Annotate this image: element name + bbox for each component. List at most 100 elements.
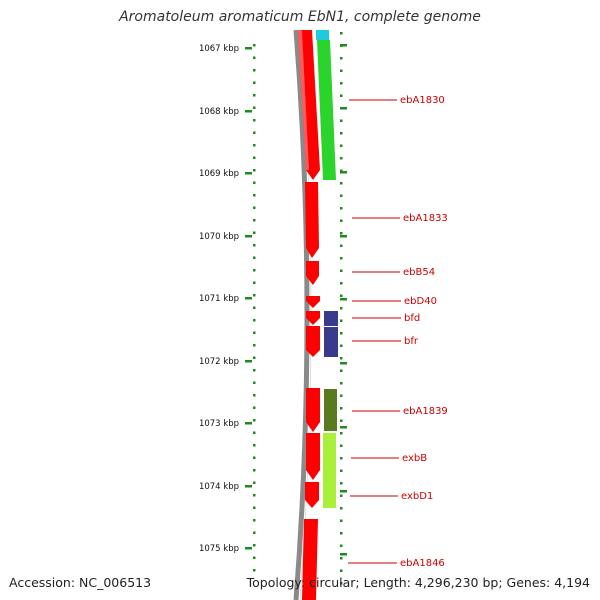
scale-minor-tick: [340, 244, 343, 247]
scale-minor-tick: [253, 306, 256, 309]
genome-summary-text: Topology: circular; Length: 4,296,230 bp…: [246, 575, 590, 590]
scale-minor-tick: [340, 132, 343, 135]
scale-minor-tick: [253, 194, 256, 197]
cds-arrow: [306, 388, 320, 432]
cds-arrow: [306, 326, 320, 357]
scale-minor-tick: [340, 307, 343, 310]
scale-label: 1068 kbp: [199, 107, 239, 117]
scale-major-tick: [340, 362, 347, 365]
scale-minor-tick: [340, 432, 343, 435]
scale-label: 1072 kbp: [199, 357, 239, 367]
scale-major-tick: [245, 422, 252, 425]
scale-minor-tick: [253, 356, 256, 359]
scale-minor-tick: [340, 69, 343, 72]
cds-arrow: [302, 519, 318, 600]
scale-minor-tick: [253, 256, 256, 259]
cds-arrow: [298, 30, 320, 180]
scale-minor-tick: [340, 382, 343, 385]
category-block: [316, 30, 329, 40]
feature-labels: ebA1830 ebA1833 ebB54 ebD40 bfd bfr ebA1839 exb…: [348, 95, 448, 569]
scale-minor-tick: [253, 181, 256, 184]
scale-major-tick: [245, 360, 252, 363]
scale-minor-tick: [340, 482, 343, 485]
scale-major-tick: [245, 297, 252, 300]
feature-label: bfr: [404, 336, 419, 347]
category-block: [324, 327, 338, 357]
cds-arrow-highlight: [298, 30, 309, 170]
scale-minor-tick: [253, 156, 256, 159]
scale-major-tick: [245, 485, 252, 488]
scale-minor-tick: [340, 269, 343, 272]
scale-minor-tick: [340, 457, 343, 460]
cds-arrow: [305, 182, 319, 258]
scale-major-tick: [340, 44, 347, 47]
scale-minor-tick: [340, 32, 343, 35]
scale-minor-tick: [340, 369, 343, 372]
scale-label: 1075 kbp: [199, 544, 239, 554]
scale-minor-tick: [340, 332, 343, 335]
scale-major-tick: [245, 547, 252, 550]
category-block: [317, 40, 336, 180]
scale-minor-tick: [253, 506, 256, 509]
scale-minor-tick: [340, 182, 343, 185]
scale-minor-tick: [253, 294, 256, 297]
scale-minor-tick: [253, 544, 256, 547]
scale-minor-tick: [340, 394, 343, 397]
feature-label: ebA1846: [400, 558, 445, 569]
scale-minor-tick: [253, 481, 256, 484]
scale-minor-tick: [253, 231, 256, 234]
scale-minor-tick: [253, 381, 256, 384]
cds-arrow: [306, 296, 320, 308]
scale-label: 1067 kbp: [199, 44, 239, 54]
scale-major-tick: [245, 47, 252, 50]
scale-minor-tick: [340, 357, 343, 360]
scale-minor-tick: [253, 119, 256, 122]
scale-minor-tick: [340, 469, 343, 472]
scale-minor-tick: [340, 194, 343, 197]
scale-minor-tick: [340, 157, 343, 160]
scale-major-tick: [245, 172, 252, 175]
scale-minor-tick: [340, 257, 343, 260]
feature-label: ebA1839: [403, 406, 448, 417]
feature-label: bfd: [404, 313, 420, 324]
scale-minor-tick: [253, 569, 256, 572]
scale-minor-tick: [340, 82, 343, 85]
scale-minor-tick: [340, 119, 343, 122]
scale-minor-tick: [253, 81, 256, 84]
scale-minor-tick: [253, 319, 256, 322]
scale-minor-tick: [340, 407, 343, 410]
scale-minor-tick: [340, 532, 343, 535]
scale-ruler: 1067 kbp 1068 kbp 1069 kbp 1070 kbp 1071 kbp…: [199, 32, 347, 585]
scale-minor-tick: [253, 556, 256, 559]
scale-minor-tick: [253, 469, 256, 472]
cds-arrow: [306, 433, 320, 480]
scale-minor-tick: [253, 244, 256, 247]
scale-minor-tick: [340, 94, 343, 97]
feature-label: exbD1: [401, 491, 433, 502]
scale-minor-tick: [253, 106, 256, 109]
scale-minor-tick: [340, 294, 343, 297]
feature-label: ebA1833: [403, 213, 448, 224]
category-track: [316, 30, 338, 508]
scale-minor-tick: [340, 232, 343, 235]
feature-label: exbB: [402, 453, 427, 464]
scale-minor-tick: [253, 456, 256, 459]
scale-minor-tick: [253, 431, 256, 434]
scale-label: 1069 kbp: [199, 169, 239, 179]
scale-label: 1070 kbp: [199, 232, 239, 242]
scale-minor-tick: [253, 144, 256, 147]
scale-minor-tick: [253, 219, 256, 222]
feature-label: ebB54: [403, 267, 435, 278]
scale-minor-tick: [340, 569, 343, 572]
cds-arrow: [306, 261, 319, 285]
scale-label: 1073 kbp: [199, 419, 239, 429]
scale-minor-tick: [340, 557, 343, 560]
scale-label: 1071 kbp: [199, 294, 239, 304]
scale-minor-tick: [340, 582, 343, 585]
scale-major-tick: [245, 110, 252, 113]
category-block: [324, 311, 338, 326]
cds-track: [298, 30, 320, 600]
scale-minor-tick: [340, 319, 343, 322]
